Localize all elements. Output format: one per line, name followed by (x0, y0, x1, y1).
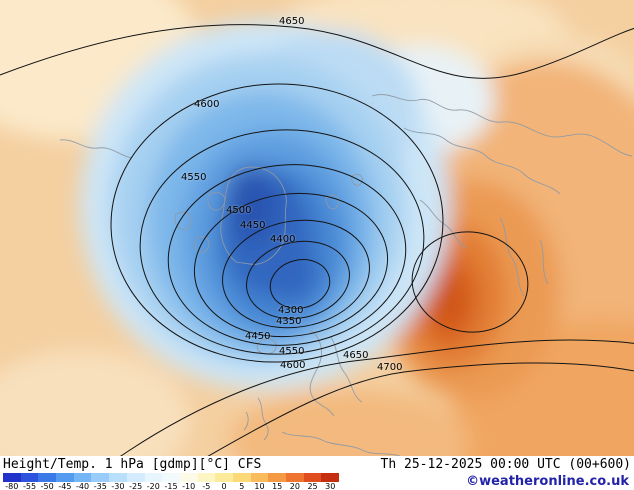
legend-cell: -5 (197, 473, 216, 490)
legend-swatch (215, 473, 233, 482)
map-title: Height/Temp. 1 hPa [gdmp][°C] CFS (3, 457, 262, 472)
legend-swatch (232, 473, 251, 482)
footer: Height/Temp. 1 hPa [gdmp][°C] CFS Th 25-… (0, 456, 634, 490)
contour-label: 4450 (245, 331, 271, 342)
legend-swatch (126, 473, 145, 482)
contour-label: 4450 (240, 220, 266, 231)
map-canvas: 4650 4600 4550 4500 4450 4400 4300 4350 4450 4550… (0, 0, 634, 456)
legend-cell: 30 (321, 473, 340, 490)
contour-label: 4600 (194, 99, 220, 110)
legend-cell: 15 (268, 473, 286, 490)
legend-tick: -25 (129, 482, 143, 490)
legend-swatch (38, 473, 57, 482)
legend-swatch (303, 473, 322, 482)
contour-label: 4500 (226, 205, 252, 216)
legend-swatch (3, 473, 21, 482)
legend-cell: 5 (232, 473, 251, 490)
legend-tick: -5 (202, 482, 211, 490)
contour-label: 4650 (279, 16, 305, 27)
legend-tick: -15 (164, 482, 178, 490)
legend-tick: 10 (254, 482, 265, 490)
legend-tick: -40 (76, 482, 90, 490)
legend-tick: 0 (221, 482, 227, 490)
contour-label: 4600 (280, 360, 306, 371)
legend-cell: -45 (56, 473, 74, 490)
copyright: ©weatheronline.co.uk (466, 474, 629, 489)
legend-swatch (109, 473, 127, 482)
legend-cell: -10 (179, 473, 198, 490)
legend-cell: -20 (144, 473, 163, 490)
legend-tick: -50 (40, 482, 54, 490)
map-svg (0, 0, 634, 456)
contour-label: 4650 (343, 350, 369, 361)
footer-legend-row: -80 -55 -50 -45 -40 -35 -30 -25 -20 -15 -10 -5 0 5 10 1… (3, 473, 631, 490)
legend-cell: -50 (38, 473, 57, 490)
legend-swatch (321, 473, 340, 482)
legend-tick: 30 (325, 482, 336, 490)
legend-cell: -15 (162, 473, 180, 490)
contour-label: 4550 (279, 346, 305, 357)
legend-tick: -35 (93, 482, 107, 490)
legend-cell: -25 (126, 473, 145, 490)
contour-label: 4300 (278, 305, 304, 316)
legend-tick: -55 (22, 482, 37, 490)
coastlines (59, 94, 633, 456)
legend-swatch (179, 473, 198, 482)
legend-tick: 20 (289, 482, 300, 490)
legend-tick: -45 (58, 482, 72, 490)
legend-tick: 25 (307, 482, 318, 490)
legend-tick: 5 (239, 482, 245, 490)
legend-swatch (73, 473, 92, 482)
legend-tick: -30 (111, 482, 125, 490)
legend-swatch (286, 473, 304, 482)
legend-tick: -80 (5, 482, 19, 490)
legend-cell: -35 (91, 473, 110, 490)
legend-cell: -40 (73, 473, 92, 490)
legend-cell: 0 (215, 473, 233, 490)
temperature-legend: -80 -55 -50 -45 -40 -35 -30 -25 -20 -15 -10 -5 0 5 10 1… (3, 473, 340, 490)
legend-cell: 10 (250, 473, 269, 490)
legend-swatch (268, 473, 286, 482)
contour-label: 4700 (377, 362, 403, 373)
legend-cell: -30 (109, 473, 127, 490)
legend-tick: 15 (272, 482, 283, 490)
contour-label: 4400 (270, 234, 296, 245)
legend-swatch (197, 473, 216, 482)
legend-swatch (91, 473, 110, 482)
legend-swatch (20, 473, 39, 482)
legend-swatch (250, 473, 269, 482)
legend-tick: -10 (182, 482, 196, 490)
footer-info-row: Height/Temp. 1 hPa [gdmp][°C] CFS Th 25-… (3, 457, 631, 472)
map-datetime: Th 25-12-2025 00:00 UTC (00+600) (380, 457, 631, 472)
legend-cell: -80 (3, 473, 21, 490)
legend-cell: 20 (286, 473, 304, 490)
legend-cell: 25 (303, 473, 322, 490)
legend-swatch (144, 473, 163, 482)
contour-label: 4550 (181, 172, 207, 183)
contour-label: 4350 (276, 316, 302, 327)
legend-swatch (56, 473, 74, 482)
legend-swatch (162, 473, 180, 482)
contour-lines (0, 24, 634, 456)
legend-cell: -55 (20, 473, 39, 490)
legend-tick: -20 (146, 482, 160, 490)
